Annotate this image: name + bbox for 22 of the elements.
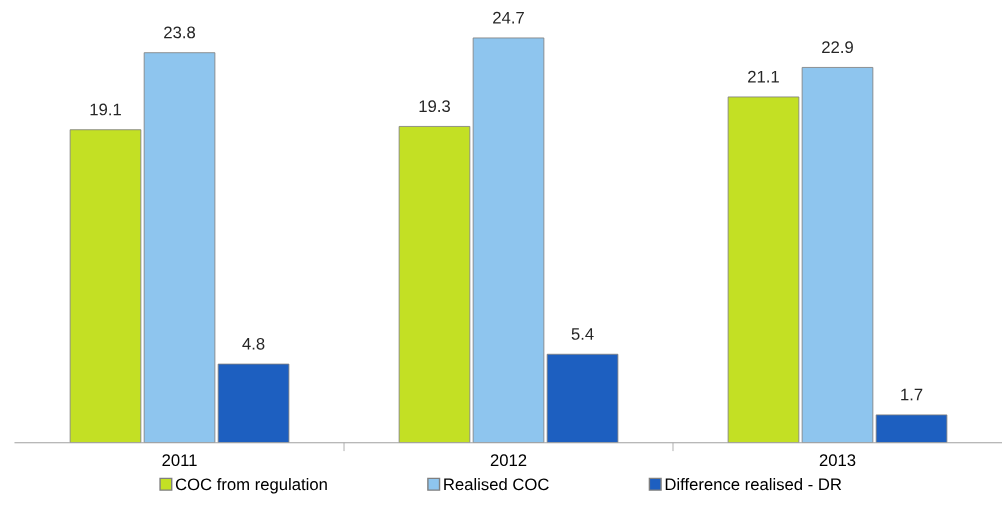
legend-label: COC from regulation [175,477,327,494]
legend-label: Difference realised - DR [665,477,842,491]
data-label: 21.1 [748,70,779,83]
bar [875,414,948,443]
data-label: 23.8 [164,26,196,39]
data-label: 1.7 [901,388,923,401]
bar [217,363,290,443]
data-label: 19.3 [419,100,450,113]
x-tick-label: 2013 [819,454,856,467]
legend-label: Realised COC [444,477,549,491]
bar [801,67,874,443]
data-label: 22.9 [822,41,853,54]
bar [143,52,216,443]
bar [69,129,142,443]
data-label: 5.4 [571,328,594,340]
bar [546,353,619,443]
data-label: 24.7 [493,11,524,24]
bar [727,96,800,443]
x-tick-label: 2012 [490,454,527,467]
data-label: 4.8 [242,337,265,350]
x-tick-label: 2011 [162,454,197,467]
data-label: 19.1 [90,103,121,116]
